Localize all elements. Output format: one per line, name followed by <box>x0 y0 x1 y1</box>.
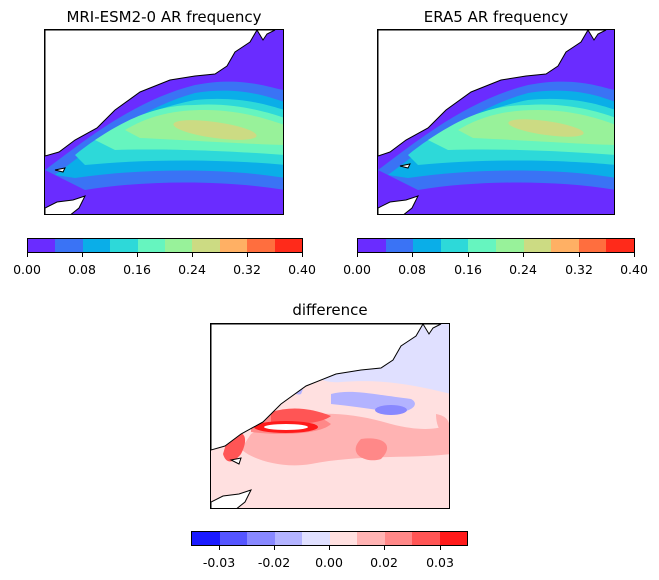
colorbar-tick-label: 0.16 <box>454 262 482 277</box>
colorbar-tick <box>634 253 635 257</box>
colorbar-swatch <box>82 239 111 252</box>
colorbar-tick-label: 0.00 <box>315 555 343 570</box>
colorbar-tick <box>27 253 28 257</box>
colorbar-swatch <box>357 532 385 545</box>
colorbar-tick-label: 0.32 <box>565 262 593 277</box>
colorbar-tick <box>468 253 469 257</box>
colorbar-tick <box>247 253 248 257</box>
panel1-colorbar <box>27 238 303 253</box>
colorbar-swatch <box>192 532 220 545</box>
colorbar-swatch <box>551 239 579 252</box>
colorbar-swatch <box>523 239 552 252</box>
colorbar-swatch <box>468 239 496 252</box>
colorbar-tick-label: 0.16 <box>123 262 151 277</box>
panel1-map <box>44 29 284 215</box>
colorbar-swatch <box>358 239 386 252</box>
colorbar-tick-label: 0.32 <box>233 262 261 277</box>
colorbar-swatch <box>439 532 467 545</box>
colorbar-tick-label: 0.02 <box>370 555 398 570</box>
colorbar-tick <box>412 253 413 257</box>
panel3-map <box>210 323 450 509</box>
colorbar-swatch <box>606 239 634 252</box>
colorbar-tick <box>357 253 358 257</box>
colorbar-tick-label: 0.24 <box>178 262 206 277</box>
colorbar-swatch <box>247 239 275 252</box>
colorbar-swatch <box>412 532 440 545</box>
panel1-title: MRI-ESM2-0 AR frequency <box>66 8 262 26</box>
colorbar-tick <box>192 253 193 257</box>
colorbar-tick <box>82 253 83 257</box>
colorbar-tick-label: 0.24 <box>509 262 537 277</box>
colorbar-swatch <box>578 239 607 252</box>
colorbar-tick-label: 0.40 <box>620 262 648 277</box>
panel2-colorbar <box>357 238 635 253</box>
colorbar-tick-label: 0.00 <box>13 262 41 277</box>
colorbar-swatch <box>384 532 412 545</box>
colorbar-tick <box>329 546 330 550</box>
colorbar-swatch <box>329 532 357 545</box>
colorbar-tick <box>523 253 524 257</box>
colorbar-tick-label: 0.08 <box>68 262 96 277</box>
colorbar-swatch <box>413 239 441 252</box>
colorbar-tick-label: 0.08 <box>398 262 426 277</box>
colorbar-swatch <box>495 239 524 252</box>
colorbar-swatch <box>247 532 275 545</box>
colorbar-tick-label: -0.03 <box>202 555 236 570</box>
colorbar-tick <box>302 253 303 257</box>
colorbar-tick-label: 0.03 <box>426 555 454 570</box>
colorbar-tick <box>274 546 275 550</box>
colorbar-swatch <box>55 239 83 252</box>
panel3-colorbar <box>191 531 468 546</box>
colorbar-swatch <box>385 239 414 252</box>
colorbar-tick-label: -0.02 <box>257 555 291 570</box>
colorbar-swatch <box>440 239 469 252</box>
colorbar-swatch <box>274 239 303 252</box>
panel3-title: difference <box>292 301 368 319</box>
colorbar-tick <box>440 546 441 550</box>
colorbar-tick-label: 0.40 <box>288 262 316 277</box>
colorbar-tick <box>579 253 580 257</box>
colorbar-swatch <box>219 532 247 545</box>
panel2-title: ERA5 AR frequency <box>423 8 569 26</box>
colorbar-swatch <box>192 239 220 252</box>
colorbar-tick <box>219 546 220 550</box>
colorbar-swatch <box>274 532 302 545</box>
colorbar-swatch <box>137 239 166 252</box>
colorbar-swatch <box>302 532 330 545</box>
colorbar-tick-label: 0.00 <box>343 262 371 277</box>
colorbar-swatch <box>219 239 248 252</box>
colorbar-swatch <box>165 239 193 252</box>
panel2-map <box>377 29 615 215</box>
colorbar-tick <box>137 253 138 257</box>
colorbar-swatch <box>28 239 56 252</box>
colorbar-tick <box>384 546 385 550</box>
colorbar-swatch <box>110 239 138 252</box>
